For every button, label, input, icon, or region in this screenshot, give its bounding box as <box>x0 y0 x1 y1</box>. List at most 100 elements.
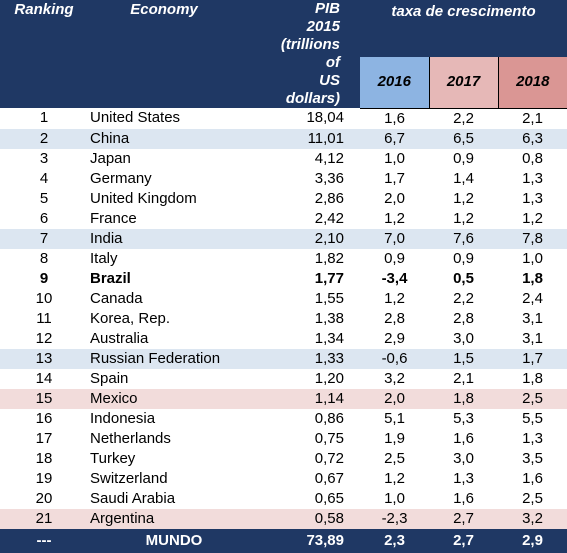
year-2017-header: 2017 <box>428 56 498 109</box>
rank-cell: 7 <box>0 228 88 249</box>
growth-2018-cell: 2,5 <box>498 388 567 409</box>
economy-cell: Netherlands <box>90 429 171 447</box>
table-row: 21 Argentina 0,58 -2,3 2,7 3,2 <box>0 508 567 529</box>
growth-2017-cell: 0,5 <box>453 269 474 287</box>
growth-2018-cell: 2,5 <box>522 489 543 507</box>
table-row: 13 Russian Federation 1,33 -0,6 1,5 1,7 <box>0 348 567 369</box>
growth-2016-cell: -0,6 <box>360 348 429 369</box>
economy-cell: Saudi Arabia <box>90 489 176 507</box>
growth-2017-cell: 2,8 <box>453 309 474 327</box>
pib-cell: 0,86 <box>314 409 344 427</box>
rank-cell: 3 <box>39 149 49 167</box>
pib-cell: 3,36 <box>314 169 344 187</box>
table-row: 19 Switzerland 0,67 1,2 1,3 1,6 <box>0 469 567 489</box>
footer-g2017: 2,7 <box>429 528 498 553</box>
pib-cell: 1,82 <box>314 249 344 267</box>
year-2018-header: 2018 <box>497 56 567 109</box>
table-row: 17 Netherlands 0,75 1,9 1,6 1,3 <box>0 429 567 449</box>
growth-2017-cell: 2,2 <box>453 109 474 127</box>
growth-2016-cell: 7,0 <box>360 228 429 249</box>
rank-cell: 11 <box>36 309 52 327</box>
growth-2018-cell: 1,0 <box>522 249 543 267</box>
economy-cell: India <box>88 228 280 249</box>
pib-cell: 0,67 <box>314 469 344 487</box>
growth-2018-cell: 1,3 <box>522 189 543 207</box>
pib-cell: 1,77 <box>314 269 344 287</box>
growth-2016-cell: 1,0 <box>384 489 405 507</box>
growth-2018-cell: 1,3 <box>522 429 543 447</box>
table-row: 5 United Kingdom 2,86 2,0 1,2 1,3 <box>0 189 567 209</box>
rank-cell: 5 <box>39 189 49 207</box>
economy-header: Economy <box>88 0 280 108</box>
growth-2017-cell: 2,1 <box>453 369 474 387</box>
growth-2017-cell: 2,7 <box>429 508 498 529</box>
growth-2018-cell: 0,8 <box>522 149 543 167</box>
growth-2017-cell: 1,4 <box>453 169 474 187</box>
pib-cell: 2,42 <box>314 209 344 227</box>
table-row: 11 Korea, Rep. 1,38 2,8 2,8 3,1 <box>0 309 567 329</box>
economy-cell: Italy <box>90 249 118 267</box>
rank-cell: 12 <box>35 329 53 347</box>
economy-cell: Mexico <box>88 388 280 409</box>
growth-2017-cell: 1,6 <box>453 429 474 447</box>
growth-header: taxa de crescimento <box>360 0 567 57</box>
growth-2017-cell: 1,8 <box>429 388 498 409</box>
growth-2017-cell: 2,2 <box>453 289 474 307</box>
table-row: 12 Australia 1,34 2,9 3,0 3,1 <box>0 329 567 349</box>
growth-2018-cell: 1,2 <box>522 209 543 227</box>
growth-2018-cell: 1,7 <box>498 348 567 369</box>
growth-2017-cell: 7,6 <box>429 228 498 249</box>
pib-cell: 0,65 <box>314 489 344 507</box>
growth-2016-cell: 2,8 <box>384 309 405 327</box>
table-row: 9 Brazil 1,77 -3,4 0,5 1,8 <box>0 269 567 289</box>
growth-2016-cell: 2,0 <box>360 388 429 409</box>
growth-2016-cell: 1,7 <box>384 169 405 187</box>
rank-cell: 18 <box>35 449 53 467</box>
growth-2016-cell: 2,5 <box>384 449 405 467</box>
growth-2016-cell: 1,9 <box>384 429 405 447</box>
table-row: 16 Indonesia 0,86 5,1 5,3 5,5 <box>0 409 567 429</box>
growth-2018-cell: 5,5 <box>522 409 543 427</box>
growth-2018-cell: 7,8 <box>498 228 567 249</box>
growth-2016-cell: 0,9 <box>384 249 405 267</box>
footer-rank: --- <box>0 528 88 553</box>
growth-2018-cell: 3,1 <box>522 309 543 327</box>
pib-cell: 1,38 <box>314 309 344 327</box>
growth-2017-cell: 1,3 <box>453 469 474 487</box>
pib-cell: 1,20 <box>314 369 344 387</box>
table-row: 18 Turkey 0,72 2,5 3,0 3,5 <box>0 449 567 469</box>
pib-cell: 11,01 <box>280 128 360 149</box>
rank-cell: 21 <box>0 508 88 529</box>
economy-cell: Canada <box>90 289 143 307</box>
rank-cell: 8 <box>39 249 49 267</box>
rank-cell: 20 <box>35 489 53 507</box>
table-row: 10 Canada 1,55 1,2 2,2 2,4 <box>0 289 567 309</box>
growth-2016-cell: 1,2 <box>384 209 405 227</box>
pib-cell: 0,75 <box>314 429 344 447</box>
growth-2018-cell: 6,3 <box>498 128 567 149</box>
rank-cell: 19 <box>35 469 53 487</box>
rank-cell: 2 <box>0 128 88 149</box>
economy-cell: Australia <box>90 329 149 347</box>
pib-header-line1: PIB 2015 <box>306 0 340 35</box>
table-row: 1 United States 18,04 1,6 2,2 2,1 <box>0 108 567 129</box>
economy-cell: Switzerland <box>90 469 168 487</box>
pib-header-line3: US dollars) <box>285 72 340 107</box>
rank-cell: 10 <box>35 289 53 307</box>
growth-2018-cell: 1,8 <box>522 369 543 387</box>
rank-cell: 16 <box>35 409 53 427</box>
growth-2017-cell: 1,6 <box>453 489 474 507</box>
footer-row: --- MUNDO 73,89 2,3 2,7 2,9 <box>0 528 567 553</box>
table-body: 1 United States 18,04 1,6 2,2 2,1 2 China 11,01 6… <box>0 108 567 529</box>
growth-2017-cell: 1,5 <box>429 348 498 369</box>
economy-cell: Argentina <box>88 508 280 529</box>
growth-2017-cell: 5,3 <box>453 409 474 427</box>
table-row: 8 Italy 1,82 0,9 0,9 1,0 <box>0 249 567 269</box>
growth-2018-cell: 2,1 <box>522 109 543 127</box>
economy-cell: Korea, Rep. <box>90 309 171 327</box>
economy-cell: United States <box>90 109 181 127</box>
growth-2016-cell: 6,7 <box>360 128 429 149</box>
growth-2017-cell: 1,2 <box>453 189 474 207</box>
year-2016-header: 2016 <box>360 56 429 109</box>
